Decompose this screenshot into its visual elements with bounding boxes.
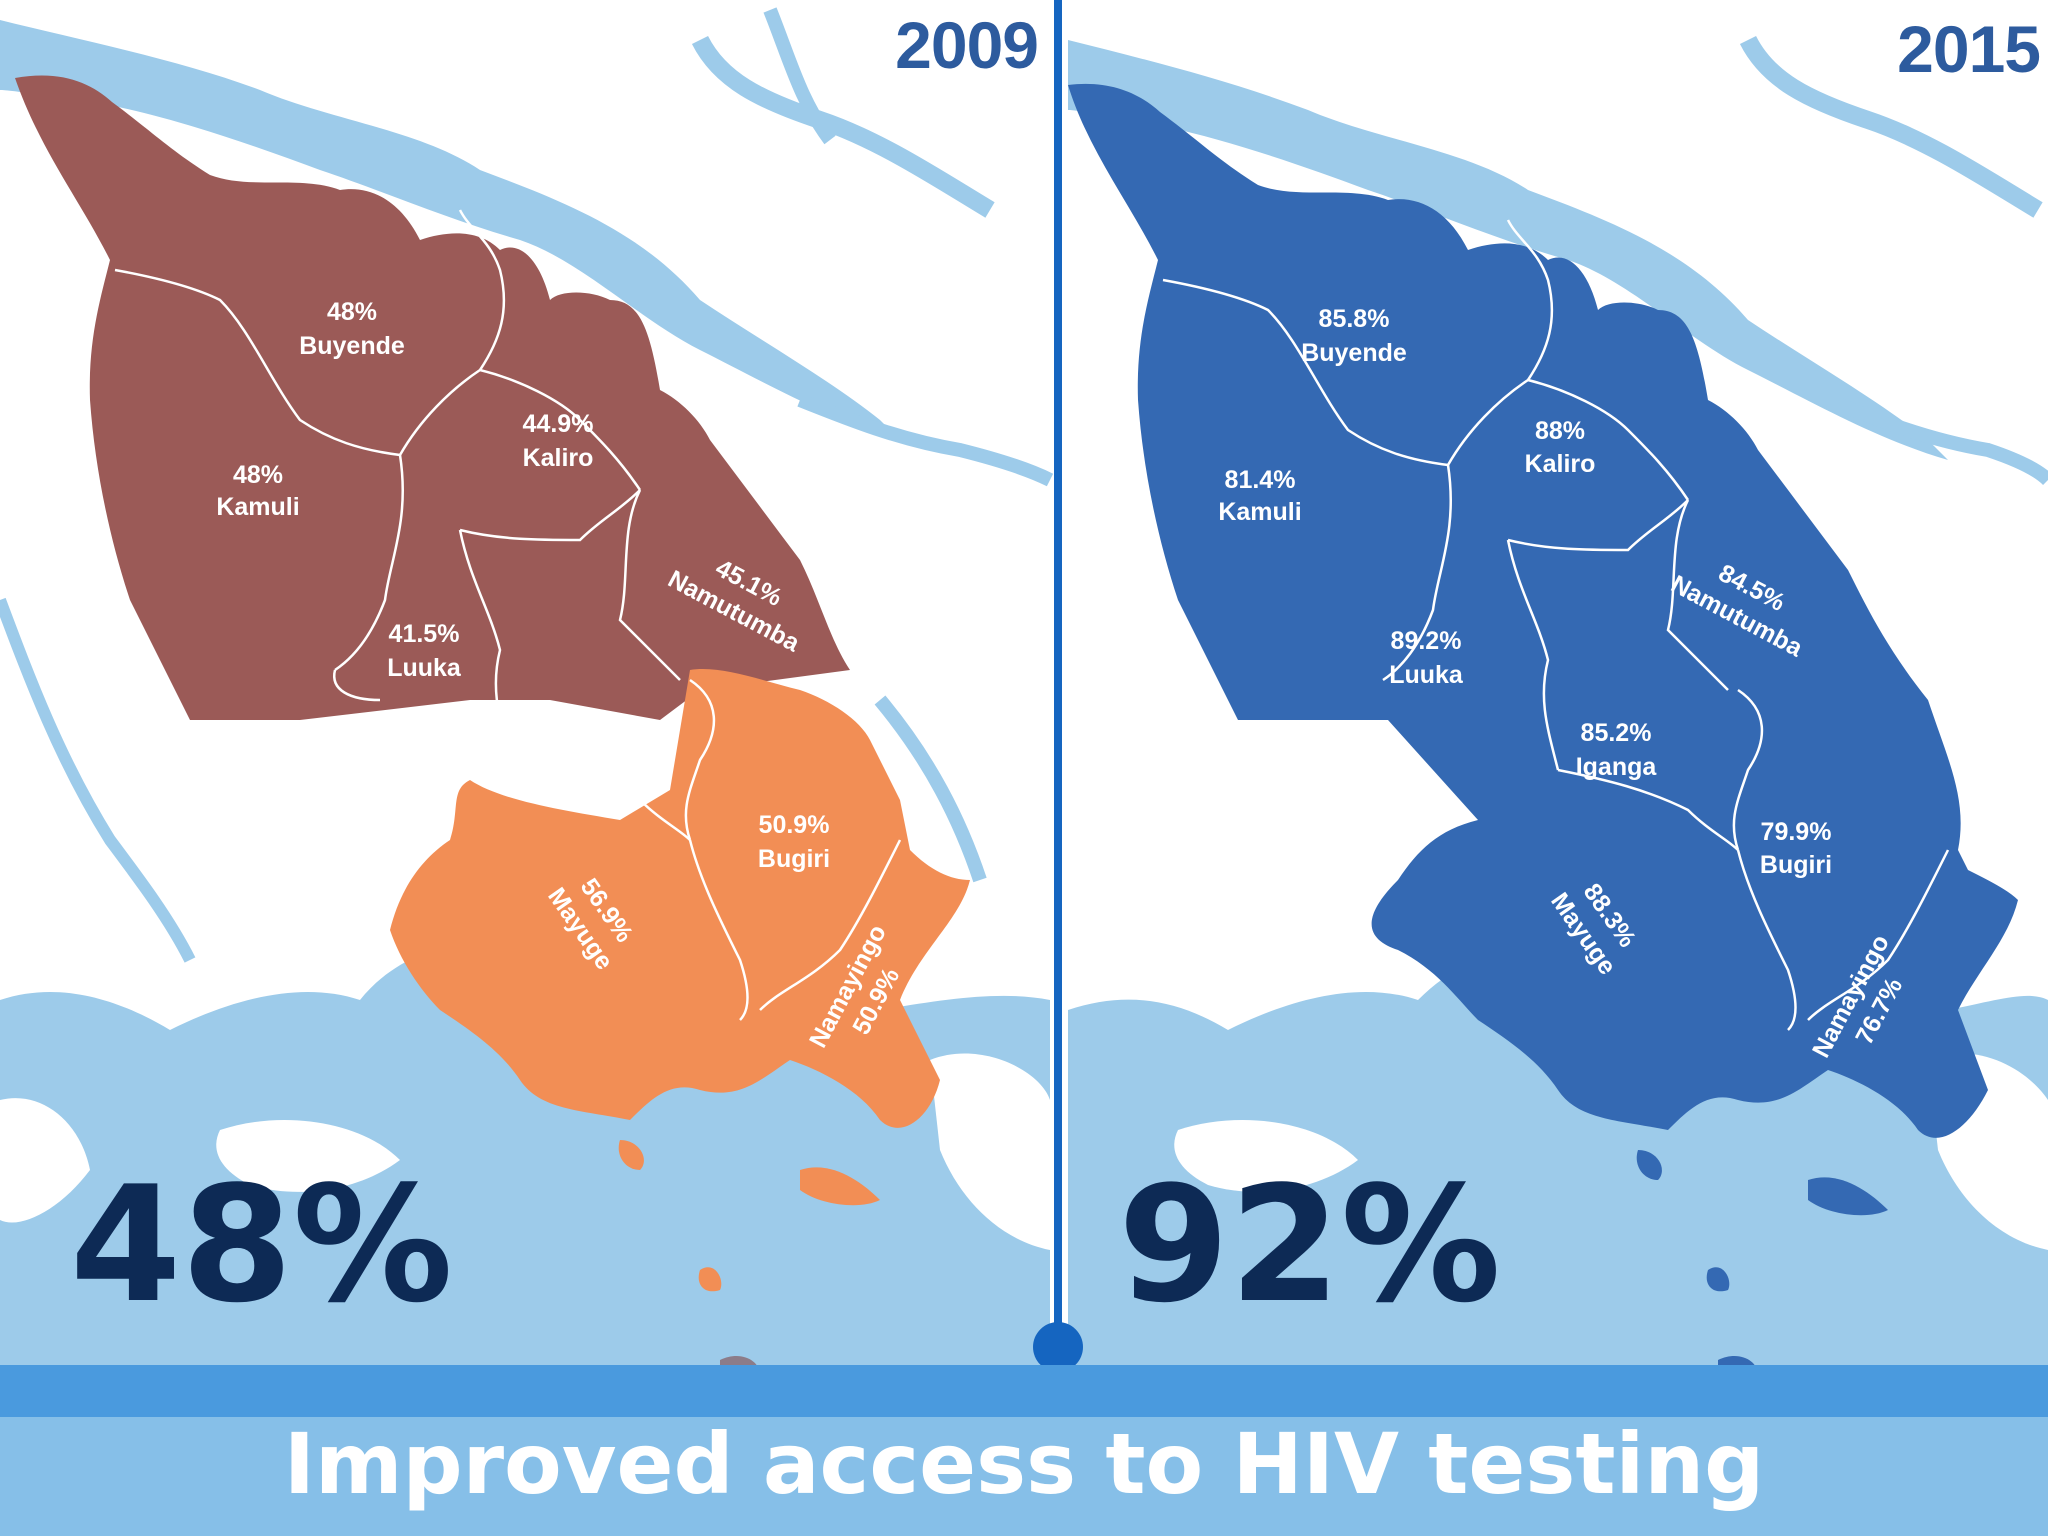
district-name-iganga: Iganga (1576, 753, 1658, 781)
district-value-iganga: 41.5% (579, 713, 650, 741)
island (0, 1098, 90, 1223)
caption-text: Improved access to HIV testing (284, 1415, 1765, 1513)
river (763, 7, 836, 145)
district-value-kamuli: 81.4% (1225, 466, 1296, 494)
district-boundaries (114, 209, 902, 1021)
district-name-bugiri: Bugiri (758, 845, 830, 873)
map-panel-2009: 48% Buyende 48% Kamuli 44.9% Kaliro 41.5… (0, 0, 1054, 1375)
district-value-iganga: 85.2% (1581, 719, 1652, 747)
island (216, 1120, 400, 1192)
district-boundaries (1162, 219, 1950, 1031)
overall-percent-2009: 48% (70, 1151, 453, 1338)
island (1174, 1120, 1358, 1192)
region-outline (1068, 83, 2018, 1138)
district-name-bugiri: Bugiri (1760, 851, 1832, 879)
lake-kyoga-arm (0, 20, 900, 440)
river (1825, 393, 2048, 486)
district-name-iganga: Iganga (574, 747, 656, 775)
islet (1636, 1150, 1662, 1180)
district-value-buyende: 85.8% (1319, 305, 1390, 333)
region-high (390, 669, 970, 1128)
river (0, 597, 196, 963)
overall-percent-2015: 92% (1118, 1151, 1501, 1338)
islet (1808, 1177, 1888, 1216)
district-name-kaliro: Kaliro (523, 444, 594, 472)
year-label-2009: 2009 (895, 8, 1038, 82)
divider-dot (1033, 1322, 1083, 1372)
caption-band (0, 1417, 2048, 1536)
district-name-luuka: Luuka (387, 654, 462, 682)
islet (698, 1267, 722, 1292)
district-value-luuka: 89.2% (1391, 627, 1462, 655)
lake-kyoga-arm (1068, 40, 1948, 460)
district-value-luuka: 41.5% (389, 620, 460, 648)
river (874, 695, 987, 883)
islet (800, 1167, 880, 1206)
district-value-kaliro: 88% (1535, 417, 1585, 445)
islet (618, 1140, 644, 1170)
river (797, 393, 1054, 487)
district-value-bugiri: 50.9% (759, 811, 830, 839)
island (930, 1053, 1050, 1250)
river (1739, 35, 2043, 218)
district-name-luuka: Luuka (1389, 661, 1464, 689)
district-name-buyende: Buyende (1301, 339, 1407, 367)
caption-band-top (0, 1365, 2048, 1417)
district-value-kaliro: 44.9% (523, 410, 594, 438)
district-value-bugiri: 79.9% (1761, 818, 1832, 846)
islet (1706, 1267, 1730, 1292)
district-name-kamuli: Kamuli (1218, 498, 1301, 526)
district-labels-2015: 85.8% Buyende 81.4% Kamuli 88% Kaliro 89… (1218, 305, 1908, 1062)
district-name-kaliro: Kaliro (1525, 450, 1596, 478)
region-outline (15, 75, 850, 721)
district-value-buyende: 48% (327, 298, 377, 326)
district-name-buyende: Buyende (299, 332, 405, 360)
year-label-2015: 2015 (1897, 12, 2040, 86)
district-value-kamuli: 48% (233, 461, 283, 489)
district-name-kamuli: Kamuli (216, 493, 299, 521)
map-panel-2015: 85.8% Buyende 81.4% Kamuli 88% Kaliro 89… (1068, 0, 2048, 1375)
